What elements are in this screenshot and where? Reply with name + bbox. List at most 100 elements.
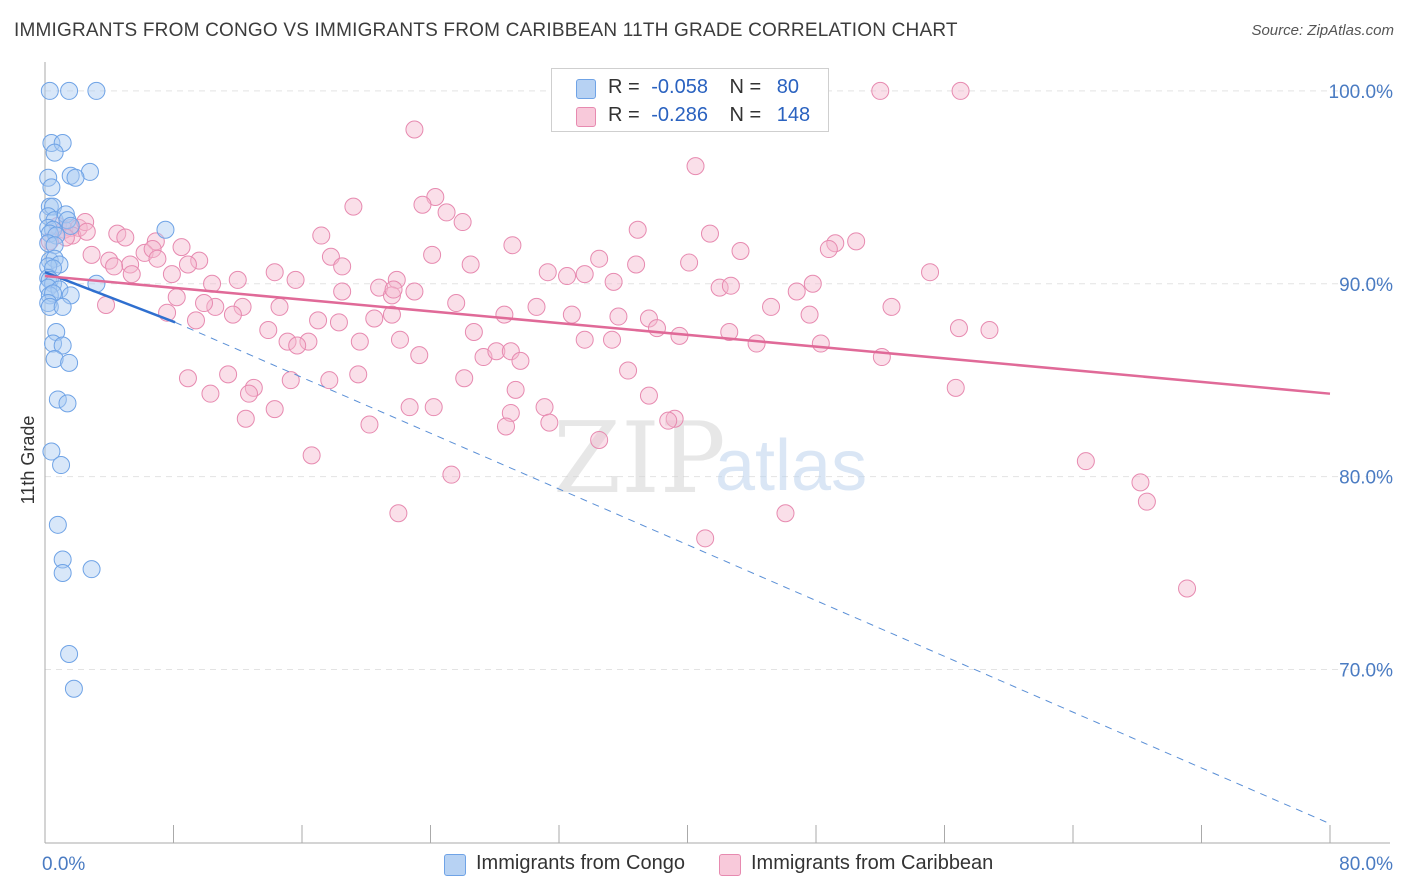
caribbean-point bbox=[270, 297, 289, 316]
y-tick-label: 70.0% bbox=[1339, 660, 1393, 681]
caribbean-point bbox=[424, 398, 443, 417]
caribbean-point bbox=[627, 255, 646, 274]
caribbean-point bbox=[405, 282, 424, 301]
caribbean-point bbox=[437, 203, 456, 222]
caribbean-point bbox=[382, 305, 401, 324]
caribbean-point bbox=[538, 263, 557, 282]
caribbean-point bbox=[100, 251, 119, 270]
caribbean-point bbox=[501, 403, 520, 422]
caribbean-point bbox=[604, 272, 623, 291]
caribbean-point bbox=[819, 240, 838, 259]
congo-point bbox=[53, 564, 72, 583]
caribbean-point bbox=[487, 342, 506, 361]
congo-point bbox=[53, 297, 72, 316]
caribbean-point bbox=[639, 386, 658, 405]
caribbean-point bbox=[461, 255, 480, 274]
caribbean-point bbox=[302, 446, 321, 465]
caribbean-point bbox=[496, 417, 515, 436]
caribbean-point bbox=[455, 369, 474, 388]
caribbean-point bbox=[558, 267, 577, 286]
caribbean-point bbox=[82, 245, 101, 264]
congo-point bbox=[45, 349, 64, 368]
caribbean-point bbox=[344, 197, 363, 216]
legend-r-value-caribbean: -0.286 bbox=[651, 104, 708, 126]
congo-point bbox=[45, 211, 64, 230]
caribbean-point bbox=[286, 270, 305, 289]
source-note: Source: ZipAtlas.com bbox=[1251, 22, 1394, 39]
legend-label-congo: Immigrants from Congo bbox=[476, 852, 685, 874]
y-tick-label: 90.0% bbox=[1339, 275, 1393, 296]
caribbean-point bbox=[535, 398, 554, 417]
caribbean-point bbox=[980, 321, 999, 340]
caribbean-point bbox=[700, 224, 719, 243]
caribbean-point bbox=[562, 305, 581, 324]
caribbean-point bbox=[762, 297, 781, 316]
congo-point bbox=[61, 216, 80, 235]
congo-point bbox=[39, 278, 58, 297]
caribbean-point bbox=[265, 263, 284, 282]
caribbean-point bbox=[178, 255, 197, 274]
caribbean-point bbox=[219, 365, 238, 384]
caribbean-point bbox=[590, 430, 609, 449]
trend-congo-extrapolated bbox=[174, 321, 1331, 825]
caribbean-point bbox=[949, 319, 968, 338]
caribbean-point bbox=[776, 504, 795, 523]
tick-labels: 70.0% 80.0% 90.0% 100.0% 0.0% 80.0% bbox=[42, 82, 1393, 875]
congo-point bbox=[60, 645, 79, 664]
caribbean-point bbox=[1076, 452, 1095, 471]
congo-point bbox=[66, 168, 85, 187]
caribbean-point bbox=[320, 371, 339, 390]
caribbean-point bbox=[628, 220, 647, 239]
congo-point bbox=[82, 560, 101, 579]
caribbean-point bbox=[278, 332, 297, 351]
caribbean-point bbox=[206, 297, 225, 316]
caribbean-point bbox=[201, 384, 220, 403]
legend-label-caribbean: Immigrants from Caribbean bbox=[751, 852, 994, 874]
caribbean-point bbox=[244, 378, 263, 397]
watermark-zip: ZIP bbox=[553, 402, 726, 516]
series-congo bbox=[39, 81, 175, 698]
caribbean-point bbox=[447, 294, 466, 313]
caribbean-point bbox=[223, 305, 242, 324]
legend-swatch-caribbean bbox=[576, 107, 596, 127]
congo-point bbox=[52, 456, 71, 475]
caribbean-point bbox=[121, 255, 140, 274]
caribbean-point bbox=[710, 278, 729, 297]
caribbean-point bbox=[410, 346, 429, 365]
legend-swatch-congo bbox=[576, 79, 596, 99]
caribbean-point bbox=[619, 361, 638, 380]
caribbean-point bbox=[871, 81, 890, 100]
congo-point bbox=[44, 284, 63, 303]
trend-lines bbox=[44, 271, 1331, 825]
caribbean-point bbox=[333, 282, 352, 301]
congo-point bbox=[39, 234, 58, 253]
caribbean-point bbox=[720, 322, 739, 341]
caribbean-point bbox=[329, 313, 348, 332]
congo-point bbox=[39, 168, 58, 187]
caribbean-point bbox=[803, 274, 822, 293]
y-axis-label: 11th Grade bbox=[18, 416, 38, 505]
caribbean-point bbox=[390, 330, 409, 349]
caribbean-point bbox=[148, 249, 167, 268]
legend-row-caribbean: R = -0.286 N = 148 bbox=[562, 104, 822, 130]
congo-point bbox=[42, 442, 61, 461]
legend-n-label: N = bbox=[729, 76, 762, 98]
caribbean-point bbox=[511, 351, 530, 370]
legend-n-label: N = bbox=[729, 104, 762, 126]
caribbean-point bbox=[172, 238, 191, 257]
congo-point bbox=[40, 297, 59, 316]
caribbean-point bbox=[1178, 579, 1197, 598]
x-tick-label: 80.0% bbox=[1339, 854, 1393, 875]
caribbean-point bbox=[527, 297, 546, 316]
caribbean-point bbox=[575, 265, 594, 284]
caribbean-point bbox=[747, 334, 766, 353]
caribbean-point bbox=[384, 280, 403, 299]
caribbean-point bbox=[951, 81, 970, 100]
congo-point bbox=[60, 353, 79, 372]
caribbean-point bbox=[312, 226, 331, 245]
caribbean-point bbox=[787, 282, 806, 301]
caribbean-point bbox=[882, 297, 901, 316]
caribbean-point bbox=[811, 334, 830, 353]
congo-point bbox=[48, 390, 67, 409]
